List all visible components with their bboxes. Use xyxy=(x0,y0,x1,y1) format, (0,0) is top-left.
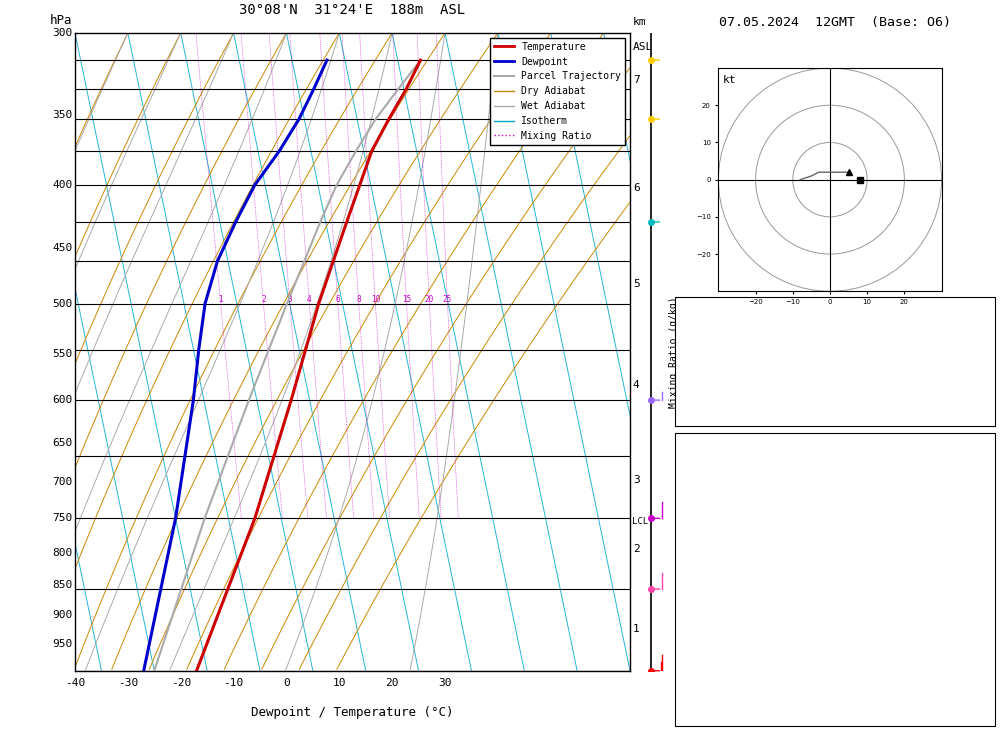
Text: 6.6: 6.6 xyxy=(964,518,985,531)
Legend: Temperature, Dewpoint, Parcel Trajectory, Dry Adiabat, Wet Adiabat, Isotherm, Mi: Temperature, Dewpoint, Parcel Trajectory… xyxy=(490,38,625,145)
Text: -20: -20 xyxy=(171,678,191,688)
Text: 800: 800 xyxy=(52,548,72,558)
Text: 24.3: 24.3 xyxy=(957,477,985,490)
Text: 1.46: 1.46 xyxy=(957,382,985,395)
Text: ASL: ASL xyxy=(633,42,653,52)
Text: 650: 650 xyxy=(52,438,72,448)
Text: 10: 10 xyxy=(371,295,380,303)
Text: 700: 700 xyxy=(52,476,72,487)
Text: 850: 850 xyxy=(52,580,72,589)
Text: 25: 25 xyxy=(443,295,452,303)
Text: Mixing Ratio (g/kg): Mixing Ratio (g/kg) xyxy=(669,296,679,408)
Text: 7: 7 xyxy=(633,75,640,85)
Text: 0: 0 xyxy=(978,641,985,655)
Text: 6: 6 xyxy=(633,183,640,193)
Text: 1: 1 xyxy=(218,295,223,303)
Text: 6: 6 xyxy=(336,295,340,303)
Text: kt: kt xyxy=(723,75,736,85)
Text: 400: 400 xyxy=(52,180,72,191)
Text: CIN (J): CIN (J) xyxy=(685,682,734,696)
Text: 4: 4 xyxy=(307,295,312,303)
Text: -40: -40 xyxy=(65,678,85,688)
Text: 550: 550 xyxy=(52,349,72,359)
Text: PW (cm): PW (cm) xyxy=(685,382,734,395)
Text: © weatheronline.co.uk: © weatheronline.co.uk xyxy=(773,715,897,726)
Text: 3: 3 xyxy=(288,295,292,303)
Text: km: km xyxy=(633,17,646,26)
Text: 10: 10 xyxy=(333,678,346,688)
Text: 0: 0 xyxy=(283,678,290,688)
Text: 0: 0 xyxy=(978,682,985,696)
Text: CAPE (J): CAPE (J) xyxy=(685,641,742,655)
Text: Dewpoint / Temperature (°C): Dewpoint / Temperature (°C) xyxy=(251,706,454,719)
Text: Lifted Index: Lifted Index xyxy=(685,600,770,614)
Text: 450: 450 xyxy=(52,243,72,253)
Text: 15: 15 xyxy=(402,295,411,303)
Text: 8: 8 xyxy=(356,295,361,303)
Text: 950: 950 xyxy=(52,638,72,649)
Text: 316: 316 xyxy=(964,559,985,572)
Text: 600: 600 xyxy=(52,395,72,405)
Text: K: K xyxy=(685,300,692,313)
Text: Surface: Surface xyxy=(810,436,860,449)
Text: LCL: LCL xyxy=(632,517,648,526)
Text: 20: 20 xyxy=(385,678,399,688)
Text: 14: 14 xyxy=(971,300,985,313)
Text: 4: 4 xyxy=(978,600,985,614)
Text: -30: -30 xyxy=(118,678,138,688)
Bar xyxy=(675,433,995,726)
Text: 350: 350 xyxy=(52,110,72,119)
Text: 2: 2 xyxy=(261,295,266,303)
Text: 30°08'N  31°24'E  188m  ASL: 30°08'N 31°24'E 188m ASL xyxy=(239,3,466,17)
Text: 2: 2 xyxy=(633,544,640,554)
Text: 900: 900 xyxy=(52,610,72,620)
Text: Temp (°C): Temp (°C) xyxy=(685,477,749,490)
Text: 41: 41 xyxy=(971,341,985,354)
Text: 30: 30 xyxy=(438,678,452,688)
Bar xyxy=(675,297,995,426)
Text: 4: 4 xyxy=(633,380,640,390)
Text: Totals Totals: Totals Totals xyxy=(685,341,777,354)
Text: 3: 3 xyxy=(633,475,640,485)
Text: 750: 750 xyxy=(52,513,72,523)
Text: 500: 500 xyxy=(52,298,72,309)
Text: 07.05.2024  12GMT  (Base: O6): 07.05.2024 12GMT (Base: O6) xyxy=(719,16,951,29)
Text: 20: 20 xyxy=(425,295,434,303)
Text: -10: -10 xyxy=(223,678,244,688)
Text: 300: 300 xyxy=(52,28,72,38)
Text: hPa: hPa xyxy=(50,14,72,26)
Text: θᴵ(K): θᴵ(K) xyxy=(685,559,720,572)
Text: 5: 5 xyxy=(633,279,640,289)
Text: 1: 1 xyxy=(633,625,640,634)
Text: Dewp (°C): Dewp (°C) xyxy=(685,518,749,531)
